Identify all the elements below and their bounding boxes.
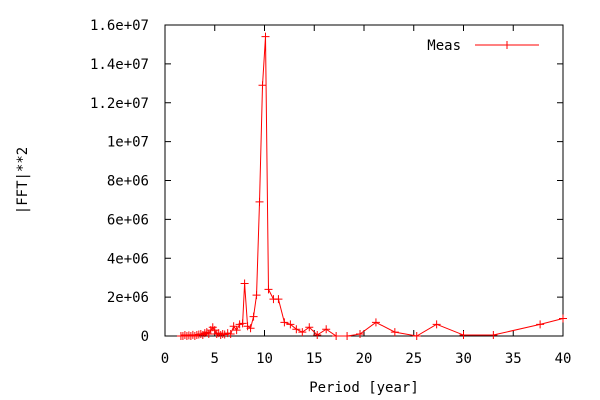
x-tick-label: 40 xyxy=(555,351,572,367)
x-tick-label: 25 xyxy=(405,351,422,367)
data-point-marker xyxy=(536,320,545,329)
data-point-marker xyxy=(559,314,567,323)
plot-frame xyxy=(164,24,564,337)
data-point-marker xyxy=(274,295,283,304)
data-point-marker xyxy=(305,323,314,332)
y-tick-label: 2e+06 xyxy=(107,290,149,306)
data-point-marker xyxy=(200,329,209,338)
x-tick-label: 20 xyxy=(356,351,373,367)
y-ticks: 0 2e+06 4e+06 6e+06 8e+06 1e+07 1.2e+07 1.4e+07… xyxy=(90,18,563,345)
data-point-marker xyxy=(371,318,380,327)
x-tick-label: 30 xyxy=(455,351,472,367)
data-point-marker xyxy=(252,291,261,300)
data-point-marker xyxy=(286,320,295,329)
data-point-marker xyxy=(356,330,365,339)
data-point-marker xyxy=(258,81,267,90)
data-point-marker xyxy=(226,330,235,339)
data-point-marker xyxy=(202,328,211,337)
y-tick-label: 0 xyxy=(141,329,149,345)
x-tick-label: 35 xyxy=(505,351,522,367)
data-point-marker xyxy=(184,331,193,340)
x-tick-label: 5 xyxy=(211,351,219,367)
data-point-marker xyxy=(249,312,258,321)
series-layer xyxy=(176,32,567,340)
y-tick-label: 8e+06 xyxy=(107,174,149,190)
data-point-marker xyxy=(204,330,213,339)
legend: Meas xyxy=(427,38,539,54)
data-point-marker xyxy=(238,319,247,328)
data-point-marker xyxy=(313,331,322,340)
plot-frame-group xyxy=(164,24,564,337)
data-point-marker xyxy=(216,331,225,340)
data-point-marker xyxy=(298,328,307,337)
data-point-marker xyxy=(264,285,273,294)
data-point-marker xyxy=(390,328,399,337)
data-point-marker xyxy=(322,325,331,334)
data-point-marker xyxy=(432,320,441,329)
y-tick-label: 4e+06 xyxy=(107,251,149,267)
data-point-marker xyxy=(412,332,421,340)
data-point-marker xyxy=(343,332,352,340)
x-ticks: 0 5 10 15 20 25 30 35 40 xyxy=(161,25,572,367)
data-point-marker xyxy=(240,279,249,288)
data-point-marker xyxy=(255,197,264,206)
x-tick-label: 15 xyxy=(306,351,323,367)
data-point-marker xyxy=(280,318,289,327)
data-point-marker xyxy=(246,324,255,333)
data-point-marker xyxy=(196,330,205,339)
x-tick-label: 0 xyxy=(161,351,169,367)
data-point-marker xyxy=(459,331,468,340)
data-point-marker xyxy=(214,329,223,338)
y-tick-label: 1.2e+07 xyxy=(90,96,149,112)
x-tick-label: 10 xyxy=(256,351,273,367)
data-point-marker xyxy=(190,332,199,340)
y-tick-label: 1.6e+07 xyxy=(90,18,149,34)
data-point-marker xyxy=(292,325,301,334)
legend-marker xyxy=(503,41,511,49)
data-point-marker xyxy=(232,326,241,335)
y-tick-label: 1.4e+07 xyxy=(90,57,149,73)
data-point-marker xyxy=(489,331,498,340)
data-point-marker xyxy=(261,32,270,41)
y-axis-title: |FFT|**2 xyxy=(15,147,31,214)
y-tick-label: 6e+06 xyxy=(107,212,149,228)
data-point-marker xyxy=(332,332,341,340)
y-tick-label: 1e+07 xyxy=(107,135,149,151)
x-axis-title: Period [year] xyxy=(309,380,419,396)
legend-label: Meas xyxy=(427,38,461,54)
series-line xyxy=(180,36,564,337)
